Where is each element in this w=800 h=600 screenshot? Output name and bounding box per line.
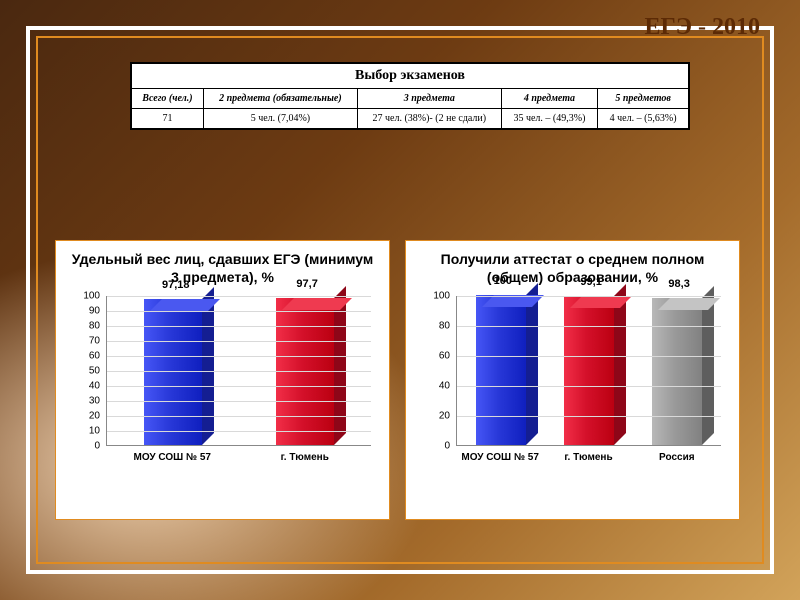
y-tick-label: 100 — [83, 291, 100, 302]
x-axis-labels: МОУ СОШ № 57 г. Тюмень Россия — [456, 452, 721, 464]
grid-line — [107, 431, 371, 432]
table-cell: 4 чел. – (5,63%) — [598, 109, 689, 129]
x-tick-label: г. Тюмень — [265, 452, 345, 464]
grid-line — [457, 416, 721, 417]
y-tick-label: 20 — [439, 411, 450, 422]
bar-value-label: 98,3 — [668, 278, 689, 290]
y-tick-label: 30 — [89, 396, 100, 407]
grid-line — [457, 296, 721, 297]
x-tick-label: МОУ СОШ № 57 — [460, 452, 540, 464]
grid-line — [107, 386, 371, 387]
y-tick-label: 40 — [89, 381, 100, 392]
chart-title: Удельный вес лиц, сдавших ЕГЭ (минимум 3… — [70, 251, 375, 286]
y-tick-label: 70 — [89, 336, 100, 347]
table-cell: 27 чел. (38%)- (2 не сдали) — [357, 109, 501, 129]
grid-line — [107, 311, 371, 312]
table-header: 5 предметов — [598, 89, 689, 109]
y-tick-label: 0 — [444, 441, 450, 452]
left-chart-panel: Удельный вес лиц, сдавших ЕГЭ (минимум 3… — [55, 240, 390, 520]
table-title: Выбор экзаменов — [132, 64, 689, 89]
grid-line — [107, 416, 371, 417]
bar-value-label: 97,18 — [162, 279, 190, 291]
y-tick-label: 50 — [89, 366, 100, 377]
table-cell: 35 чел. – (49,3%) — [501, 109, 597, 129]
grid-line — [107, 296, 371, 297]
y-tick-label: 60 — [439, 351, 450, 362]
y-tick-label: 90 — [89, 306, 100, 317]
x-axis-labels: МОУ СОШ № 57 г. Тюмень — [106, 452, 371, 464]
left-plot-area: 97,1897,7 — [106, 296, 371, 446]
table-cell: 5 чел. (7,04%) — [203, 109, 357, 129]
grid-line — [107, 356, 371, 357]
table-header: 2 предмета (обязательные) — [203, 89, 357, 109]
y-tick-label: 80 — [89, 321, 100, 332]
grid-line — [457, 356, 721, 357]
y-tick-label: 60 — [89, 351, 100, 362]
bar: 98,3 — [647, 298, 707, 445]
bar: 97,18 — [143, 299, 203, 445]
right-chart-panel: Получили аттестат о среднем полном (обще… — [405, 240, 740, 520]
y-tick-label: 100 — [433, 291, 450, 302]
table-cell: 71 — [132, 109, 204, 129]
y-tick-label: 20 — [89, 411, 100, 422]
bar: 100 — [471, 295, 531, 445]
bar-value-label: 99,1 — [580, 276, 601, 288]
y-axis-labels: 020406080100 — [416, 296, 454, 446]
y-tick-label: 80 — [439, 321, 450, 332]
x-tick-label: г. Тюмень — [548, 452, 628, 464]
grid-line — [107, 401, 371, 402]
y-tick-label: 40 — [439, 381, 450, 392]
bar-value-label: 100 — [494, 275, 512, 287]
x-tick-label: Россия — [637, 452, 717, 464]
grid-line — [107, 371, 371, 372]
y-tick-label: 0 — [94, 441, 100, 452]
bar: 99,1 — [559, 296, 619, 445]
x-tick-label: МОУ СОШ № 57 — [132, 452, 212, 464]
bar-value-label: 97,7 — [296, 278, 317, 290]
y-tick-label: 10 — [89, 426, 100, 437]
table-header: 4 предмета — [501, 89, 597, 109]
y-axis-labels: 0102030405060708090100 — [66, 296, 104, 446]
table-header: Всего (чел.) — [132, 89, 204, 109]
grid-line — [457, 326, 721, 327]
grid-line — [107, 341, 371, 342]
grid-line — [107, 326, 371, 327]
table-header: 3 предмета — [357, 89, 501, 109]
page-title: ЕГЭ - 2010 — [644, 14, 760, 41]
right-plot-area: 100 99,1 98,3 — [456, 296, 721, 446]
grid-line — [457, 386, 721, 387]
exam-table: Выбор экзаменов Всего (чел.) 2 предмета … — [130, 62, 690, 130]
